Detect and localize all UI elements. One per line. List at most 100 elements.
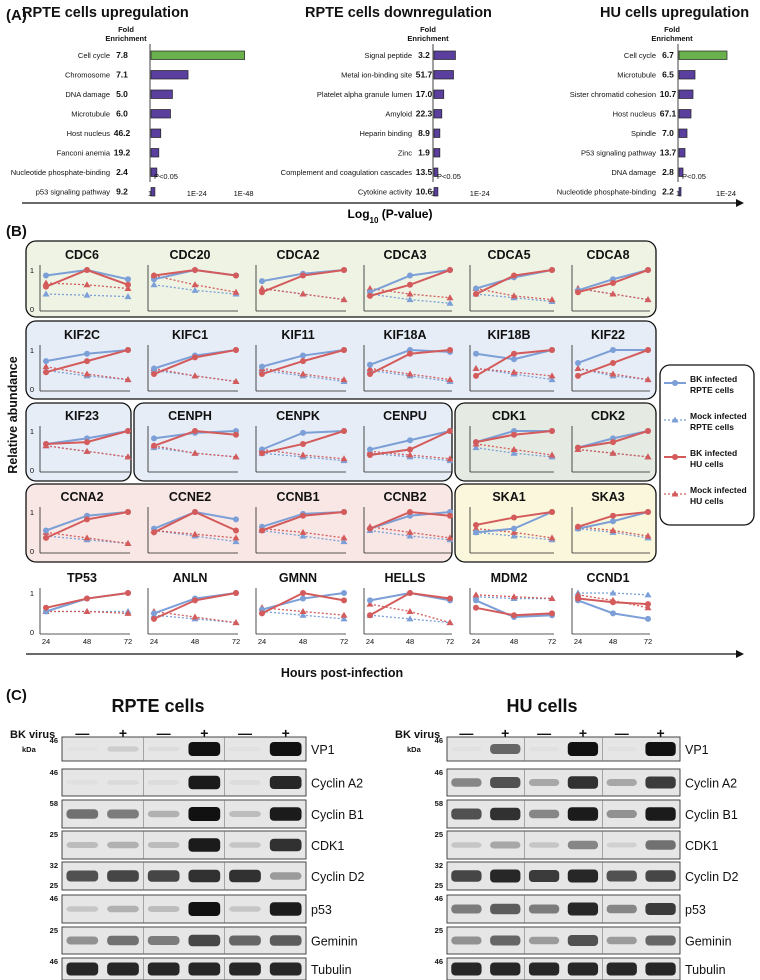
protein-band: [229, 780, 261, 785]
data-point: [446, 455, 454, 462]
panel-b-letter: (B): [6, 223, 27, 240]
data-point: [609, 527, 617, 533]
data-point: [192, 354, 198, 361]
data-point: [575, 359, 581, 366]
enrichment-bar: [678, 89, 694, 99]
data-point: [473, 285, 479, 292]
tick-label: 1E-24: [187, 189, 207, 198]
kda-marker: 25: [50, 881, 58, 890]
protein-band: [66, 780, 99, 785]
gene-plot-cdk2: CDK2: [571, 409, 652, 473]
data-point: [367, 371, 373, 378]
panel-a-letter: (A): [6, 7, 27, 24]
data-point: [299, 370, 307, 377]
kda-label: kDa: [407, 745, 422, 754]
series-line-mock_hu: [475, 594, 553, 600]
data-point: [125, 509, 131, 515]
gene-plot-ccnb1: CCNB1: [255, 490, 348, 554]
data-point: [407, 350, 413, 357]
data-point: [446, 534, 454, 541]
data-point: [472, 591, 480, 598]
enrichment-bar: [678, 70, 696, 80]
legend-label: RPTE cells: [690, 385, 734, 395]
protein-band: [490, 869, 521, 883]
data-point: [233, 431, 239, 438]
fold-value: 6.0: [116, 109, 128, 119]
data-point: [43, 527, 49, 534]
x-tick-label: 48: [510, 637, 518, 646]
blot-strip: [446, 957, 681, 980]
protein-band: [645, 935, 676, 946]
data-point: [259, 450, 265, 457]
x-tick-label: 24: [258, 637, 266, 646]
protein-band: [528, 746, 560, 752]
data-point: [575, 595, 581, 602]
data-point: [609, 290, 617, 297]
gene-title: ANLN: [173, 571, 208, 585]
data-point: [84, 267, 90, 273]
gene-plot-anln: ANLN 24 48 72: [147, 571, 240, 646]
protein-band: [645, 840, 676, 850]
protein-band: [490, 744, 521, 754]
data-point: [233, 347, 239, 353]
data-point: [548, 372, 556, 379]
data-point: [645, 509, 651, 515]
data-point: [610, 610, 616, 617]
data-point: [340, 534, 348, 541]
data-point: [549, 428, 555, 434]
data-point: [232, 377, 240, 384]
data-point: [610, 518, 616, 525]
blot-strip: [446, 861, 681, 891]
data-point: [406, 296, 414, 303]
protein-band: [490, 903, 521, 915]
data-point: [672, 380, 678, 386]
data-point: [510, 446, 518, 452]
data-point: [510, 593, 518, 600]
y-tick-label: 1: [30, 346, 34, 355]
protein-band: [66, 809, 99, 819]
data-point: [406, 615, 414, 622]
kda-marker: 46: [435, 894, 443, 903]
data-point: [610, 599, 616, 606]
data-point: [472, 525, 480, 532]
data-point: [233, 590, 239, 596]
term-label: Host nucleus: [613, 110, 657, 119]
data-point: [367, 446, 373, 453]
data-point: [84, 350, 90, 357]
data-point: [124, 293, 132, 300]
protein-band: [229, 906, 261, 912]
panel-b-xlabel: Hours post-infection: [281, 666, 403, 680]
protein-band: [147, 810, 180, 818]
data-point: [548, 451, 556, 458]
data-point: [300, 440, 306, 447]
gene-plot-ccna2: CCNA2 1 0: [30, 490, 132, 556]
data-point: [511, 612, 517, 619]
data-point: [549, 347, 555, 353]
gene-plot-cdca2: CDCA2: [255, 248, 348, 312]
protein-band: [645, 962, 676, 976]
gene-plot-tp53: TP53 1 0 24 48 72: [30, 571, 132, 646]
protein-band: [528, 936, 560, 945]
gene-group-box: [25, 240, 657, 318]
protein-band: [188, 775, 221, 790]
protein-band: [147, 870, 180, 882]
protein-band: [66, 906, 99, 912]
protein-band: [188, 838, 221, 852]
gene-plot-kif23: KIF23 1 0: [30, 409, 132, 475]
data-point: [300, 358, 306, 365]
data-point: [671, 490, 679, 497]
term-label: DNA damage: [611, 168, 656, 177]
data-point: [300, 512, 306, 519]
term-label: DNA damage: [65, 90, 110, 99]
data-point: [446, 376, 454, 383]
data-point: [259, 527, 265, 534]
tick-label: 1E-48: [234, 189, 254, 198]
x-tick-label: 72: [232, 637, 240, 646]
series-line-mock_hu: [475, 287, 553, 301]
gene-group-box: [454, 402, 657, 482]
blot-title: RPTE cells: [111, 696, 204, 716]
protein-band: [147, 842, 180, 848]
gene-title: CCNE2: [169, 490, 211, 504]
data-point: [125, 428, 131, 434]
